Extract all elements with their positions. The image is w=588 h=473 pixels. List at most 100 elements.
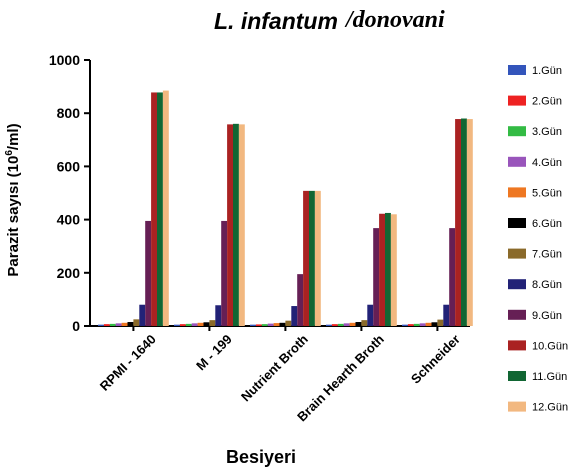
bar — [238, 124, 245, 326]
x-tick-label: M - 199 — [193, 332, 235, 374]
chart-title-species-suffix: /donovani — [346, 7, 445, 33]
y-tick-label: 0 — [72, 318, 80, 334]
bar — [425, 322, 432, 326]
bar — [233, 123, 239, 326]
legend-swatch — [508, 248, 526, 259]
bar — [466, 119, 473, 326]
bar — [449, 228, 456, 326]
bar — [385, 212, 391, 326]
bar — [250, 324, 256, 326]
bar — [331, 324, 338, 326]
legend-label: 6.Gün — [532, 218, 562, 230]
bar — [273, 323, 280, 326]
bar — [343, 323, 350, 326]
legend-label: 10.Gün — [532, 340, 568, 352]
y-tick-label: 400 — [57, 212, 81, 228]
bar — [109, 323, 116, 326]
bar — [255, 324, 262, 326]
y-tick-label: 600 — [57, 158, 81, 174]
bar — [139, 304, 146, 326]
bar — [115, 323, 122, 326]
legend-swatch — [508, 126, 526, 137]
bar — [209, 320, 216, 326]
bar — [215, 305, 222, 326]
legend-swatch — [508, 340, 526, 351]
bar — [127, 322, 134, 326]
legend-swatch — [508, 218, 526, 228]
bar — [314, 190, 321, 326]
bar — [197, 322, 204, 326]
legend-swatch — [508, 156, 526, 167]
y-tick-label: 200 — [57, 265, 81, 281]
bar — [291, 306, 298, 326]
legend-label: 5.Gün — [532, 187, 562, 199]
bar — [157, 92, 163, 327]
bar — [326, 324, 332, 326]
bar — [145, 220, 152, 326]
legend-swatch — [508, 309, 526, 320]
y-tick-label: 1000 — [49, 52, 80, 68]
bar — [455, 119, 461, 326]
legend-swatch — [508, 279, 526, 290]
bar — [461, 118, 467, 327]
bar — [402, 324, 408, 326]
bar — [279, 322, 286, 326]
bar — [174, 324, 180, 326]
bar — [185, 323, 192, 326]
bar — [98, 324, 104, 326]
bar — [261, 324, 268, 326]
bar — [151, 92, 157, 327]
bar — [419, 323, 426, 326]
bar — [227, 124, 233, 326]
bar — [203, 322, 210, 326]
bar — [431, 322, 438, 326]
bar — [390, 214, 397, 326]
chart-title-species: L. infantum — [214, 8, 338, 34]
x-tick-label: Nutrient Broth — [238, 331, 311, 404]
legend-label: 1.Gün — [532, 65, 562, 77]
bar — [191, 323, 198, 326]
bar — [103, 324, 110, 326]
bar — [267, 323, 274, 326]
bar — [337, 323, 344, 326]
legend-swatch — [508, 187, 526, 198]
bar — [285, 320, 292, 326]
legend-label: 11.Gün — [532, 371, 567, 383]
bar — [121, 322, 128, 326]
bar — [162, 90, 169, 326]
legend-label: 3.Gün — [532, 126, 562, 138]
bar — [355, 322, 362, 326]
bar — [373, 228, 380, 326]
x-tick-label: RPMI - 1640 — [97, 332, 159, 394]
bar — [133, 319, 140, 326]
legend-label: 2.Gün — [532, 96, 562, 108]
legend-label: 12.Gün — [532, 402, 568, 414]
legend-label: 9.Gün — [532, 310, 562, 322]
bar — [367, 304, 374, 326]
legend-swatch — [508, 371, 526, 381]
legend-swatch — [508, 401, 526, 412]
bar — [303, 190, 309, 326]
bar — [179, 324, 186, 326]
legend-label: 7.Gün — [532, 249, 562, 261]
bar — [297, 274, 304, 326]
bar — [309, 190, 315, 326]
legend-label: 4.Gün — [532, 157, 562, 169]
x-axis-label: Besiyeri — [226, 447, 297, 467]
bar — [349, 322, 356, 326]
x-tick-label: Brain Hearth Broth — [294, 331, 387, 424]
bar — [379, 213, 385, 326]
y-tick-label: 800 — [57, 105, 81, 121]
bar — [407, 324, 414, 326]
bar — [361, 320, 368, 326]
bar — [443, 304, 450, 326]
legend-swatch — [508, 95, 526, 106]
legend-label: 8.Gün — [532, 279, 562, 291]
bar — [437, 319, 444, 326]
bar — [221, 220, 228, 326]
legend-swatch — [508, 65, 526, 75]
x-tick-label: Schneider — [408, 332, 463, 387]
bar — [413, 323, 420, 326]
